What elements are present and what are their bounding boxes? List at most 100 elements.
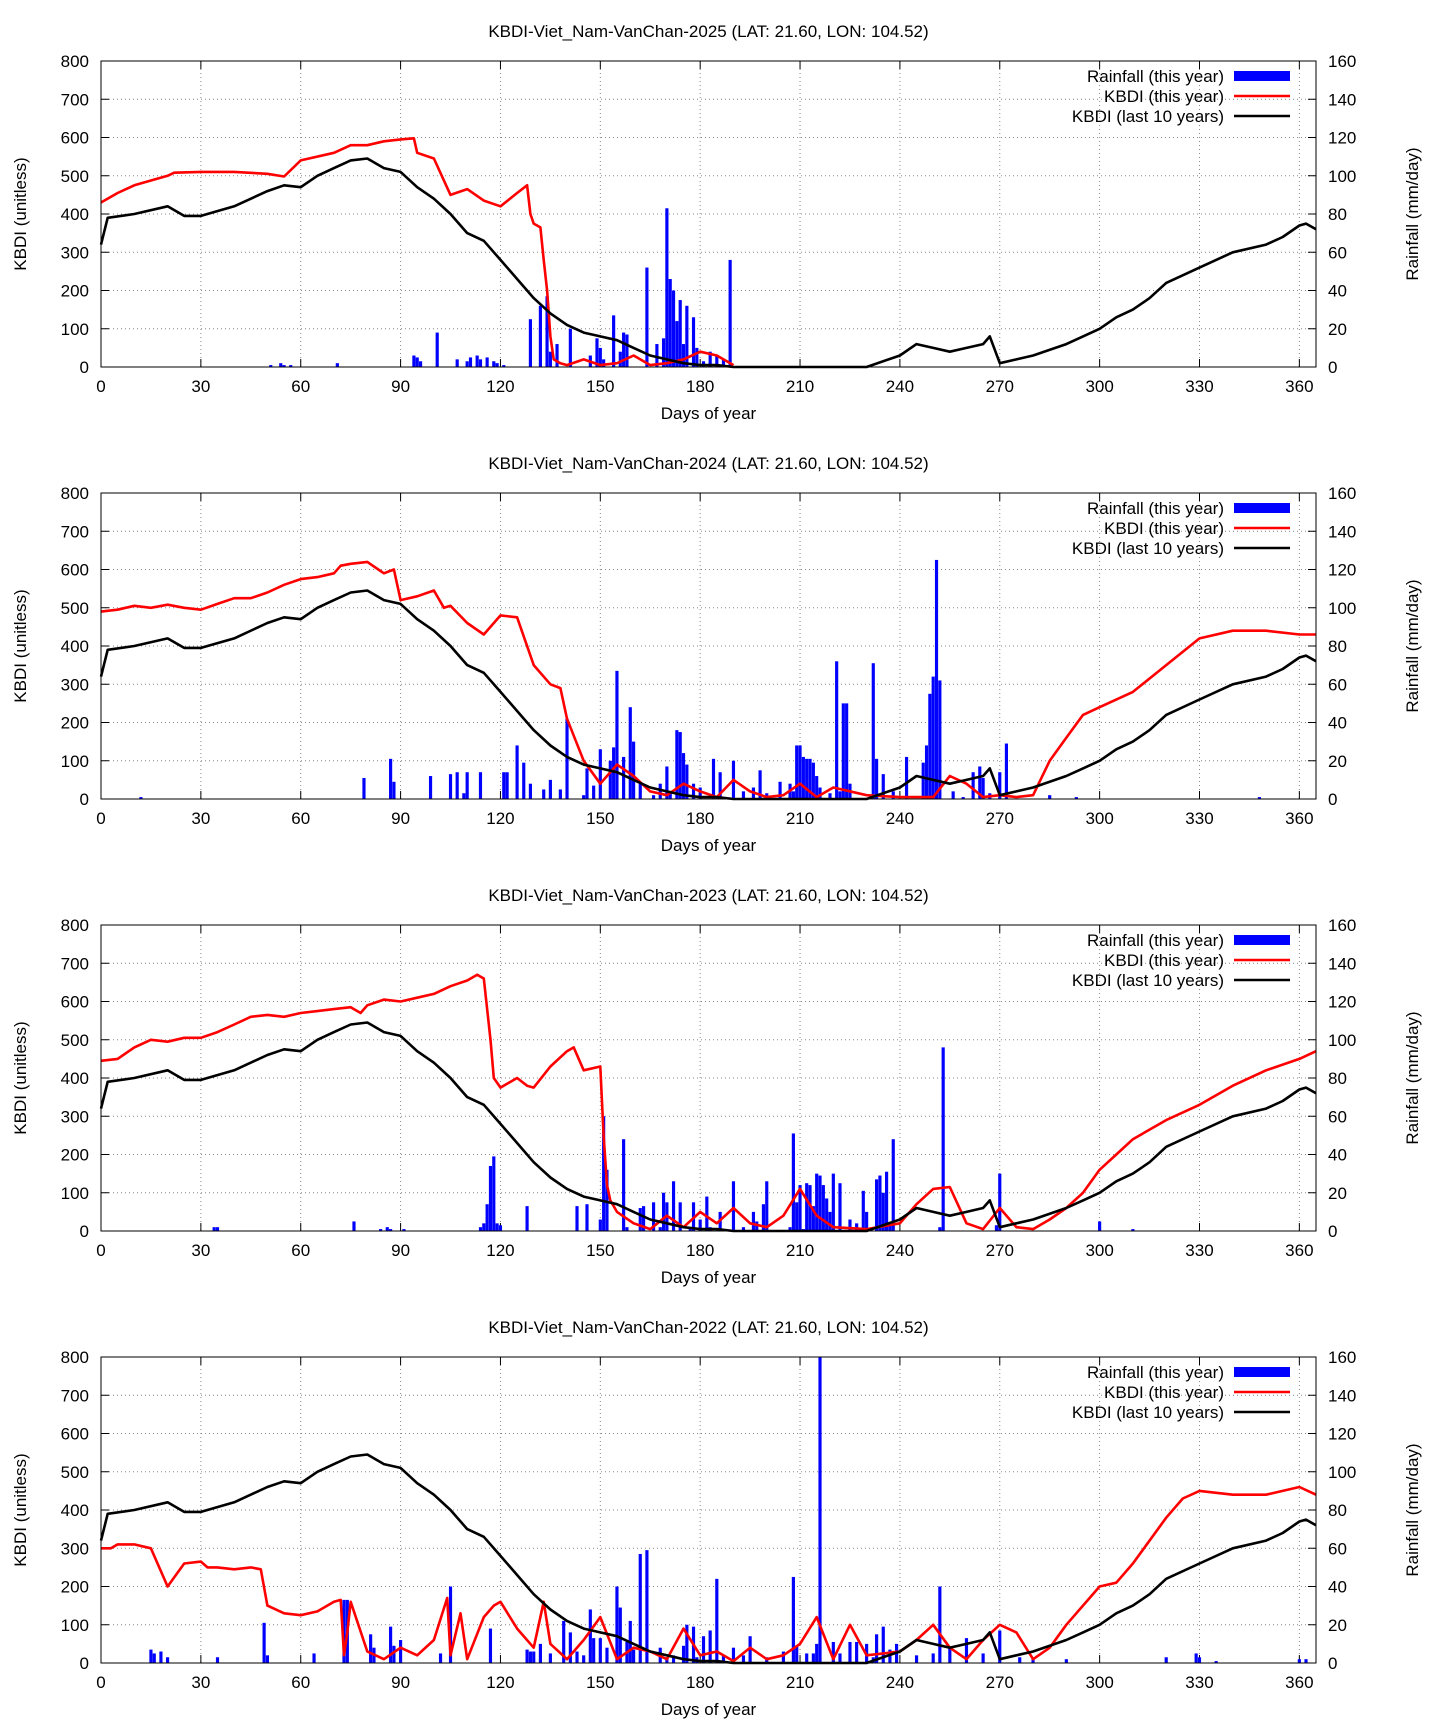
y2-tick-label: 120 <box>1328 993 1356 1012</box>
x-axis-label: Days of year <box>661 836 757 855</box>
y-tick-label: 400 <box>61 205 89 224</box>
legend-label: KBDI (last 10 years) <box>1072 1403 1224 1422</box>
y2-tick-label: 140 <box>1328 954 1356 973</box>
rainfall-bar <box>938 680 942 799</box>
x-tick-label: 240 <box>886 377 914 396</box>
rainfall-bar <box>811 762 815 799</box>
y2-tick-label: 120 <box>1328 1425 1356 1444</box>
rainfall-bar <box>914 1655 919 1663</box>
y2-tick-label: 80 <box>1328 1501 1347 1520</box>
rainfall-bar <box>598 749 602 799</box>
rainfall-bar <box>998 772 1002 799</box>
y2-tick-label: 120 <box>1328 129 1356 148</box>
rainfall-bar <box>668 279 672 367</box>
rainfall-bar <box>931 1653 935 1663</box>
rainfall-bar <box>671 290 676 367</box>
rainfall-bar <box>751 1211 756 1231</box>
chart-title: KBDI-Viet_Nam-VanChan-2025 (LAT: 21.60, … <box>488 22 928 41</box>
rainfall-bar <box>212 1227 216 1231</box>
x-tick-label: 0 <box>96 809 105 828</box>
rainfall-bar <box>848 1641 852 1663</box>
rainfall-bar <box>528 783 532 799</box>
y2-tick-label: 0 <box>1328 358 1337 377</box>
rainfall-bar <box>691 783 696 799</box>
rainfall-bar <box>418 361 423 367</box>
rainfall-bar <box>548 779 552 799</box>
rainfall-bar <box>475 355 479 367</box>
rainfall-bar <box>505 772 509 799</box>
rainfall-bar <box>748 1636 752 1663</box>
rainfall-bar <box>485 1204 489 1231</box>
rainfall-bar <box>598 1219 602 1231</box>
rainfall-bar <box>342 1599 346 1663</box>
rainfall-bar <box>482 1223 486 1231</box>
chart-title: KBDI-Viet_Nam-VanChan-2023 (LAT: 21.60, … <box>488 886 928 905</box>
x-tick-label: 270 <box>986 1673 1014 1692</box>
rainfall-bar <box>608 760 612 799</box>
rainfall-bar <box>389 1229 393 1231</box>
rainfall-bar <box>805 1653 809 1663</box>
y-tick-label: 500 <box>61 599 89 618</box>
x-tick-label: 180 <box>686 1241 714 1260</box>
legend-swatch-rainfall <box>1234 935 1290 945</box>
legend-label: KBDI (last 10 years) <box>1072 539 1224 558</box>
rainfall-bar <box>598 1638 602 1663</box>
rainfall-bar <box>632 741 636 799</box>
legend-label: KBDI (this year) <box>1104 951 1224 970</box>
rainfall-bar <box>638 1208 642 1231</box>
rainfall-bar <box>938 1227 942 1231</box>
x-tick-label: 150 <box>586 377 614 396</box>
rainfall-bar <box>262 1622 266 1663</box>
rainfall-bar <box>815 776 819 799</box>
rainfall-bar <box>685 764 689 799</box>
rainfall-bar <box>562 1620 566 1663</box>
rainfall-bar <box>638 1553 642 1663</box>
y-tick-label: 800 <box>61 916 89 935</box>
rainfall-bar <box>938 1586 942 1663</box>
rainfall-bar <box>835 661 839 799</box>
y-tick-label: 400 <box>61 1069 89 1088</box>
chart-title: KBDI-Viet_Nam-VanChan-2024 (LAT: 21.60, … <box>488 454 928 473</box>
rainfall-bar <box>715 1578 719 1663</box>
rainfall-bar <box>585 768 589 799</box>
y2-tick-label: 60 <box>1328 1539 1347 1558</box>
rainfall-bar <box>215 1657 220 1663</box>
rainfall-bar <box>791 1576 795 1663</box>
rainfall-bar <box>811 1206 815 1231</box>
y2-tick-label: 20 <box>1328 1184 1347 1203</box>
x-tick-label: 180 <box>686 377 714 396</box>
y2-axis-label: Rainfall (mm/day) <box>1403 1011 1422 1144</box>
legend-label: Rainfall (this year) <box>1087 499 1224 518</box>
rainfall-bar <box>642 1206 646 1231</box>
y2-tick-label: 0 <box>1328 1222 1337 1241</box>
rainfall-bar <box>392 781 396 799</box>
chart-panel-3: KBDI-Viet_Nam-VanChan-2022 (LAT: 21.60, … <box>11 1318 1422 1719</box>
rainfall-bar <box>755 1221 759 1231</box>
rainfall-bar <box>758 770 762 799</box>
rainfall-bar <box>795 1202 799 1231</box>
rainfall-bar <box>825 1198 829 1231</box>
x-tick-label: 210 <box>786 377 814 396</box>
rainfall-bar <box>612 747 616 799</box>
rainfall-bar <box>538 305 542 367</box>
rainfall-bar <box>522 762 526 799</box>
rainfall-bar <box>665 766 669 799</box>
rainfall-bar <box>924 745 929 799</box>
rainfall-bar <box>948 1647 952 1663</box>
rainfall-bar <box>981 777 985 799</box>
y2-tick-label: 100 <box>1328 599 1356 618</box>
rainfall-bar <box>678 732 682 799</box>
rainfall-bar <box>728 259 732 367</box>
x-tick-label: 90 <box>391 809 410 828</box>
rainfall-bar <box>808 758 812 799</box>
rainfall-bar <box>139 797 143 799</box>
rainfall-bar <box>478 359 483 367</box>
rainfall-bar <box>865 1211 869 1231</box>
x-tick-label: 360 <box>1285 1241 1313 1260</box>
rainfall-bar <box>558 789 562 799</box>
rainfall-bar <box>555 344 559 367</box>
x-tick-label: 330 <box>1185 377 1213 396</box>
rainfall-bar <box>548 351 552 367</box>
rainfall-bar <box>495 363 499 367</box>
